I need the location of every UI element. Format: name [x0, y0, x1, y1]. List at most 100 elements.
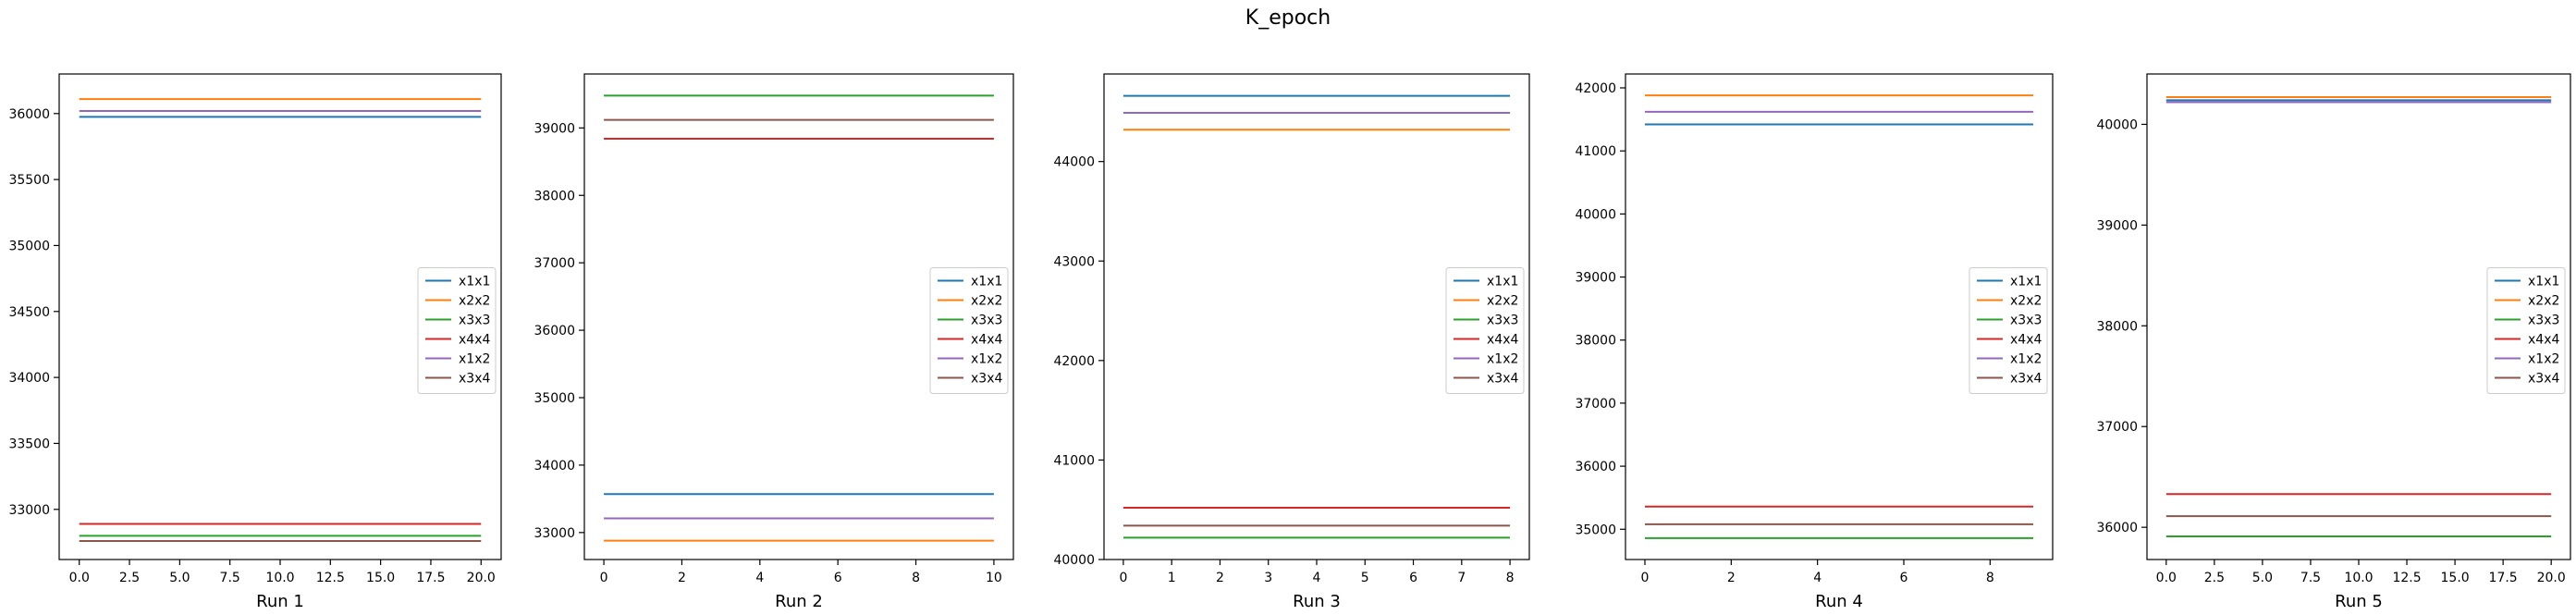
y-tick-label: 39000 — [2096, 218, 2138, 233]
legend-label-x2x2: x2x2 — [971, 294, 1002, 309]
y-tick-label: 40000 — [2096, 117, 2138, 132]
x-tick-label: 5.0 — [169, 571, 190, 585]
x-tick-label: 10 — [986, 571, 1002, 585]
legend-label-x1x1: x1x1 — [459, 275, 490, 289]
y-tick-label: 36000 — [8, 107, 50, 122]
x-tick-label: 8 — [912, 571, 920, 585]
x-tick-label: 6 — [834, 571, 842, 585]
x-tick-label: 10.0 — [2344, 571, 2373, 585]
legend: x1x1 x2x2 x3x3 x4x4 x1x2 x3x4 — [1969, 268, 2047, 394]
legend-label-x1x2: x1x2 — [971, 352, 1002, 367]
legend: x1x1 x2x2 x3x3 x4x4 x1x2 x3x4 — [418, 268, 496, 394]
y-tick-label: 37000 — [534, 256, 575, 271]
y-tick-label: 33000 — [8, 503, 50, 518]
y-tick-label: 37000 — [2096, 420, 2138, 435]
y-tick-label: 33000 — [534, 526, 575, 541]
x-tick-label: 3 — [1264, 571, 1272, 585]
y-tick-label: 36000 — [2096, 521, 2138, 535]
legend: x1x1 x2x2 x3x3 x4x4 x1x2 x3x4 — [930, 268, 1008, 394]
figure-title: K_epoch — [1245, 6, 1331, 30]
y-tick-label: 33500 — [8, 437, 50, 451]
x-tick-label: 1 — [1168, 571, 1176, 585]
y-tick-label: 35000 — [534, 391, 575, 406]
x-tick-label: 6 — [1900, 571, 1908, 585]
x-tick-label: 0 — [1119, 571, 1127, 585]
legend-label-x4x4: x4x4 — [459, 333, 490, 348]
y-tick-label: 41000 — [1053, 453, 1095, 468]
legend-label-x1x1: x1x1 — [971, 275, 1002, 289]
legend-label-x2x2: x2x2 — [459, 294, 490, 309]
x-axis-label: Run 3 — [1293, 592, 1341, 611]
legend-label-x4x4: x4x4 — [1487, 333, 1518, 348]
x-tick-label: 12.5 — [316, 571, 345, 585]
legend-label-x3x3: x3x3 — [459, 314, 490, 328]
legend: x1x1 x2x2 x3x3 x4x4 x1x2 x3x4 — [2487, 268, 2565, 394]
y-tick-label: 34500 — [8, 305, 50, 320]
y-tick-label: 37000 — [1575, 397, 1616, 412]
y-tick-label: 34000 — [534, 459, 575, 474]
legend-label-x2x2: x2x2 — [2528, 294, 2559, 309]
legend-label-x1x2: x1x2 — [2528, 352, 2559, 367]
legend-label-x3x4: x3x4 — [459, 372, 490, 387]
x-tick-label: 17.5 — [2489, 571, 2518, 585]
x-tick-label: 2 — [678, 571, 686, 585]
legend-label-x3x4: x3x4 — [2528, 372, 2559, 387]
x-axis-label: Run 2 — [775, 592, 823, 611]
y-tick-label: 40000 — [1053, 553, 1095, 568]
y-tick-label: 42000 — [1575, 81, 1616, 96]
x-tick-label: 12.5 — [2392, 571, 2421, 585]
x-tick-label: 15.0 — [2441, 571, 2470, 585]
x-axis-label: Run 4 — [1815, 592, 1863, 611]
x-tick-label: 0 — [1641, 571, 1650, 585]
x-tick-label: 0 — [600, 571, 608, 585]
legend-label-x1x1: x1x1 — [1487, 275, 1518, 289]
legend-label-x3x3: x3x3 — [2010, 314, 2042, 328]
x-tick-label: 2 — [1727, 571, 1736, 585]
legend-label-x3x3: x3x3 — [2528, 314, 2559, 328]
y-tick-label: 39000 — [1575, 271, 1616, 286]
x-axis-label: Run 5 — [2335, 592, 2383, 611]
legend-label-x3x4: x3x4 — [1487, 372, 1518, 387]
x-tick-label: 15.0 — [366, 571, 395, 585]
legend-label-x3x4: x3x4 — [2010, 372, 2042, 387]
x-tick-label: 6 — [1409, 571, 1417, 585]
legend: x1x1 x2x2 x3x3 x4x4 x1x2 x3x4 — [1446, 268, 1524, 394]
legend-label-x2x2: x2x2 — [2010, 294, 2042, 309]
y-tick-label: 38000 — [534, 189, 575, 203]
y-tick-label: 41000 — [1575, 144, 1616, 159]
x-tick-label: 5.0 — [2252, 571, 2273, 585]
legend-label-x1x1: x1x1 — [2010, 275, 2042, 289]
x-tick-label: 20.0 — [2537, 571, 2566, 585]
y-tick-label: 34000 — [8, 371, 50, 386]
legend-label-x1x2: x1x2 — [2010, 352, 2042, 367]
legend-label-x1x1: x1x1 — [2528, 275, 2559, 289]
y-tick-label: 44000 — [1053, 155, 1095, 170]
y-tick-label: 40000 — [1575, 207, 1616, 222]
x-tick-label: 4 — [1813, 571, 1822, 585]
x-tick-label: 2.5 — [119, 571, 140, 585]
legend-label-x3x3: x3x3 — [1487, 314, 1518, 328]
y-tick-label: 39000 — [534, 121, 575, 136]
legend-label-x1x2: x1x2 — [459, 352, 490, 367]
x-tick-label: 4 — [755, 571, 764, 585]
legend-label-x4x4: x4x4 — [2010, 333, 2042, 348]
x-tick-label: 7.5 — [220, 571, 240, 585]
y-tick-label: 36000 — [534, 324, 575, 338]
x-tick-label: 0.0 — [69, 571, 90, 585]
legend-label-x4x4: x4x4 — [2528, 333, 2559, 348]
y-tick-label: 38000 — [1575, 334, 1616, 349]
x-axis-label: Run 1 — [256, 592, 304, 611]
y-tick-label: 36000 — [1575, 460, 1616, 474]
x-tick-label: 0.0 — [2156, 571, 2177, 585]
y-tick-label: 43000 — [1053, 254, 1095, 269]
y-tick-label: 35000 — [8, 239, 50, 253]
x-tick-label: 4 — [1313, 571, 1321, 585]
x-tick-label: 5 — [1361, 571, 1369, 585]
x-tick-label: 10.0 — [265, 571, 294, 585]
legend-label-x2x2: x2x2 — [1487, 294, 1518, 309]
y-tick-label: 38000 — [2096, 319, 2138, 334]
x-tick-label: 2.5 — [2204, 571, 2225, 585]
y-tick-label: 35000 — [1575, 523, 1616, 537]
